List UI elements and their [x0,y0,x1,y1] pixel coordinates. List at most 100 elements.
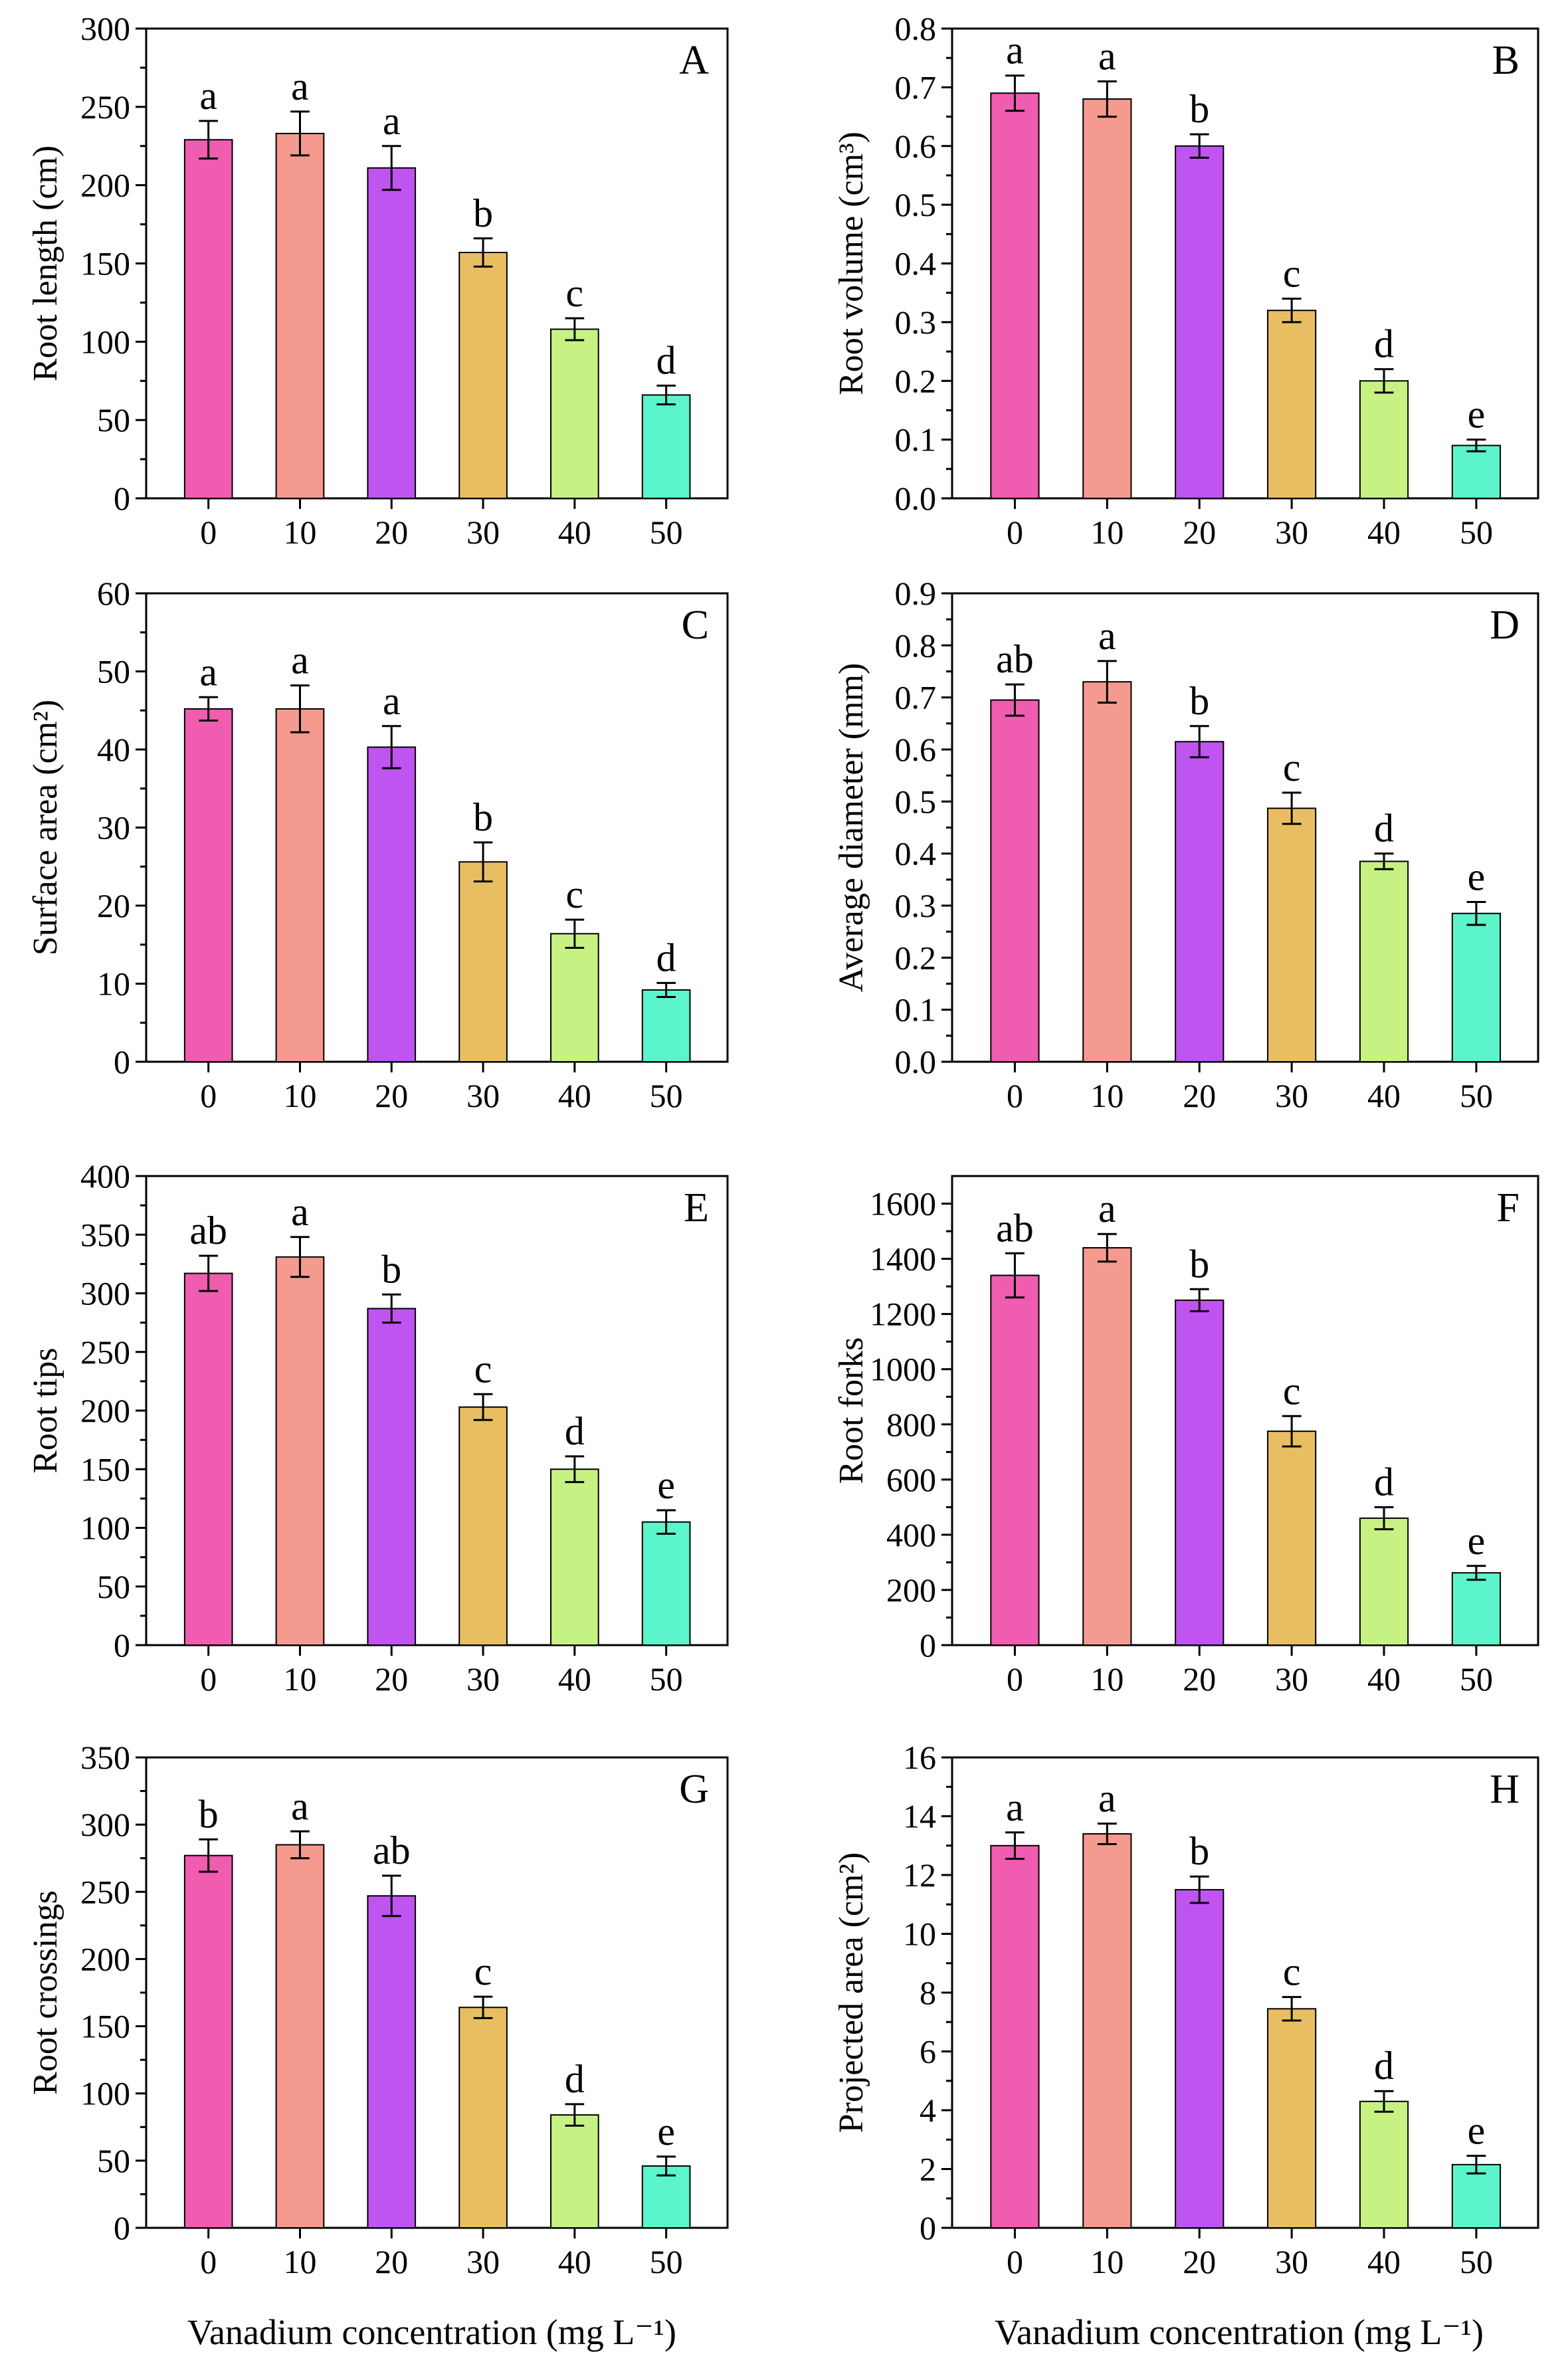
panel-h-y-tick-label: 16 [903,1739,936,1776]
panel-a-significance-letter: c [566,271,584,315]
panel-h-x-tick-label: 0 [1007,2243,1023,2280]
panel-h-y-tick-label: 6 [920,2033,936,2070]
panel-g-y-axis-title: Root crossings [27,1890,64,2095]
panel-a-bar [641,394,691,500]
panel-e-y-tick-label: 0 [114,1627,130,1664]
panel-f-letter: F [1497,1185,1519,1231]
panel-c-significance-letter: c [566,872,584,916]
panel-e-frame [145,1175,729,1646]
panel-d-y-tick-label: 0.9 [895,575,937,612]
panel-g-y-tick-label: 0 [114,2209,130,2246]
panel-h-y-tick-label: 14 [903,1798,936,1835]
panel-f-significance-letter: c [1283,1369,1301,1413]
panel-f-bar [1082,1246,1132,1646]
panel-f-bar [1451,1572,1502,1646]
panel-g-significance-letter: a [291,1784,309,1828]
panel-f-y-tick-label: 1000 [870,1351,936,1388]
panel-e-y-tick-label: 100 [80,1510,130,1547]
panel-e-x-tick-label: 50 [650,1660,683,1698]
panel-d-significance-letter: d [1374,807,1394,850]
panel-a-significance-letter: a [383,99,401,143]
panel-f-bar [990,1274,1040,1646]
panel-f-significance-letter: b [1189,1242,1209,1286]
panel-d-bar [1359,860,1409,1062]
x-axis-title-right: Vanadium concentration (mg L⁻¹) [995,2312,1484,2352]
panel-e-x-tick-label: 20 [375,1660,408,1698]
panel-g-significance-letter: b [199,1792,219,1836]
x-axis-title-left: Vanadium concentration (mg L⁻¹) [187,2312,676,2352]
panel-d: 0.0 0.1 0.2 0.3 0.4 0.5 0.6 0.7 0.8 0.9 Average di… [833,575,1539,1114]
panel-f-y-axis-title: Root forks [833,1337,870,1484]
panel-d-bar [1451,912,1502,1062]
panel-e-letter: E [684,1185,709,1231]
panel-b: 0.0 0.1 0.2 0.3 0.4 0.5 0.6 0.7 0.8 Root volume (… [833,10,1539,551]
panel-d-x-tick-label: 30 [1275,1077,1308,1114]
panel-h-x-tick-label: 10 [1090,2243,1124,2280]
panel-d-x-tick-label: 0 [1007,1077,1023,1114]
panel-d-significance-letter: ab [996,637,1034,681]
panel-h-bar [1451,2163,1502,2229]
panel-c-significance-letter: b [473,795,493,839]
panel-b-significance-letter: c [1283,252,1301,296]
panel-c-y-tick-label: 30 [97,809,130,846]
panel-f-significance-letter: ab [996,1206,1034,1250]
panel-c-letter: C [682,603,709,648]
panel-e-significance-letter: b [381,1247,401,1291]
panel-h-y-tick-label: 10 [903,1916,936,1953]
panel-b-x-tick-label: 20 [1183,514,1216,551]
panel-e: 0 50 100 150 200 250 300 350 400 Root tips Eab 0 a 10… [27,1157,729,1698]
panel-d-significance-letter: e [1468,855,1486,899]
panel-h-letter: H [1490,1767,1519,1812]
panel-g-x-tick-label: 40 [558,2243,591,2280]
panel-h-significance-letter: d [1374,2044,1394,2088]
panel-g-frame [145,1756,729,2229]
panel-a-y-tick-label: 200 [80,167,130,204]
panel-h-frame [951,1756,1539,2229]
panel-b-x-tick-label: 50 [1460,514,1493,551]
panel-c-significance-letter: a [199,650,217,694]
panel-g-y-tick-label: 100 [80,2075,130,2112]
panel-d-x-tick-label: 50 [1460,1077,1493,1114]
panel-g-significance-letter: e [657,2110,675,2153]
panel-h: 0 2 4 6 8 10 12 14 16 Projected area (cm²) Ha 0 a 10 b… [833,1739,1539,2280]
panel-f-bar [1267,1431,1317,1646]
panel-h-x-tick-label: 30 [1275,2243,1308,2280]
panel-g-x-tick-label: 10 [283,2243,316,2280]
panel-a-y-axis-title: Root length (cm) [27,146,64,381]
panel-b-bar [990,92,1040,499]
panel-a-y-tick-label: 150 [80,245,130,282]
panel-e-x-tick-label: 30 [466,1660,500,1698]
panel-b-significance-letter: b [1189,87,1209,131]
panel-b-y-tick-label: 0.8 [895,10,937,47]
panel-a-x-tick-label: 0 [200,514,217,551]
panel-d-y-tick-label: 0.8 [895,627,937,664]
panel-a-y-tick-label: 0 [114,480,130,517]
panel-c-bar [183,708,233,1062]
panel-d-y-tick-label: 0.2 [895,939,937,976]
panel-f-y-tick-label: 1200 [870,1296,936,1333]
panel-h-y-tick-label: 2 [920,2151,936,2188]
panel-e-y-tick-label: 350 [80,1216,130,1253]
panel-e-y-tick-label: 150 [80,1450,130,1488]
panel-c-y-tick-label: 60 [97,575,130,612]
panel-g-y-tick-label: 50 [97,2142,130,2179]
panel-d-y-tick-label: 0.1 [895,991,937,1029]
panel-b-bar [1451,445,1502,500]
panel-d-y-tick-label: 0.5 [895,783,937,820]
panel-f-significance-letter: d [1374,1460,1394,1504]
panel-h-y-tick-label: 4 [920,2092,936,2129]
panel-d-significance-letter: b [1189,679,1209,723]
panel-g-significance-letter: d [565,2057,585,2101]
panel-f-y-tick-label: 600 [886,1461,936,1498]
panel-d-bar [1267,807,1317,1063]
panel-h-significance-letter: c [1283,1950,1301,1994]
panel-f-bar [1359,1517,1409,1646]
panel-f-x-tick-label: 40 [1367,1660,1401,1698]
panel-h-bar [1175,1889,1225,2228]
panel-b-y-tick-label: 0.4 [895,245,937,282]
panel-g-bar [458,2007,508,2229]
panel-g-significance-letter: ab [373,1829,411,1872]
panel-c-significance-letter: d [656,936,676,979]
panel-b-y-tick-label: 0.5 [895,186,937,223]
panel-d-significance-letter: a [1098,614,1116,658]
